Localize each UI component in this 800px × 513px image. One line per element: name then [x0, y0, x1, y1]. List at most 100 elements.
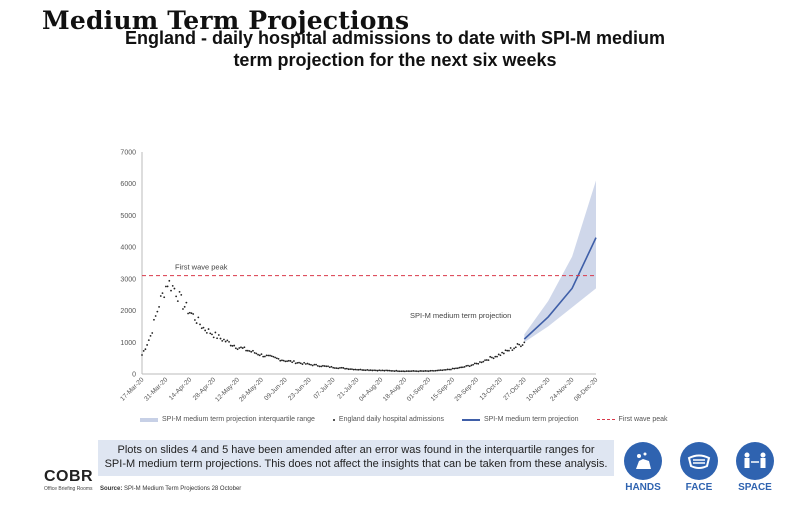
admission-point: [330, 365, 333, 368]
chart-title-line-2: term projection for the next six weeks: [233, 50, 557, 70]
admission-point: [444, 368, 447, 371]
legend-swatch-dash: [596, 419, 615, 420]
y-tick-label: 7000: [120, 150, 136, 157]
admission-point: [207, 328, 210, 330]
admission-point: [436, 369, 439, 372]
admission-point: [291, 361, 294, 364]
admission-point: [477, 362, 480, 365]
badge-face-label: FACE: [685, 482, 713, 493]
admission-point: [156, 310, 159, 313]
admission-point: [151, 332, 154, 334]
admission-point: [159, 295, 162, 297]
x-tick-label: 09-Jun-20: [263, 376, 289, 402]
admission-point: [473, 362, 476, 365]
admission-point: [361, 369, 364, 371]
admission-point: [166, 285, 169, 288]
admission-point: [484, 359, 486, 362]
page-title: Medium Term Projections: [42, 6, 410, 35]
admission-point: [231, 345, 234, 347]
admission-point: [508, 349, 510, 352]
x-tick-label: 12-May-20: [214, 376, 241, 403]
x-tick-label: 17-Mar-20: [119, 376, 145, 402]
admission-point: [202, 326, 205, 329]
admission-point: [260, 353, 263, 356]
legend-label-iqr: SPI-M medium term projection interquarti…: [162, 416, 315, 423]
admission-point: [263, 355, 266, 358]
legend-item-iqr: SPI-M medium term projection interquarti…: [140, 416, 315, 423]
admission-point: [224, 340, 227, 343]
admission-point: [241, 347, 244, 349]
admission-point: [497, 353, 500, 356]
admission-point: [386, 369, 389, 372]
admission-point: [211, 333, 213, 336]
admission-point: [395, 369, 398, 372]
admission-point: [518, 343, 521, 346]
legend-swatch-dot: [332, 418, 335, 421]
admission-point: [426, 370, 428, 372]
admission-point: [332, 366, 335, 369]
admission-point: [429, 369, 432, 372]
x-tick-label: 15-Sep-20: [430, 376, 457, 403]
admission-point: [441, 369, 444, 372]
admission-point: [243, 346, 246, 349]
admission-point: [141, 354, 143, 356]
admission-point: [327, 365, 329, 368]
admission-point: [204, 329, 207, 332]
admission-point: [523, 341, 526, 344]
admission-point: [407, 370, 410, 373]
admission-point: [234, 347, 237, 350]
admission-point: [374, 369, 377, 372]
admission-point: [269, 354, 271, 357]
source-citation: Source: SPI-M Medium Term Projections 28…: [100, 486, 241, 492]
hands-wash-icon: [624, 442, 662, 480]
admission-point: [323, 365, 326, 367]
admission-point: [182, 308, 184, 310]
admission-point: [158, 306, 160, 308]
admission-point: [205, 331, 208, 334]
admission-point: [164, 285, 167, 288]
projection-annotation: SPI-M medium term projection: [410, 311, 511, 320]
admission-point: [299, 362, 302, 365]
admission-point: [178, 290, 181, 293]
y-tick-label: 6000: [120, 181, 136, 188]
x-tick-label: 18-Aug-20: [382, 376, 409, 403]
admission-point: [490, 356, 493, 359]
admission-point: [405, 370, 408, 372]
admission-point: [265, 354, 268, 357]
chart-legend: SPI-M medium term projection interquarti…: [140, 416, 668, 423]
admission-point: [303, 361, 306, 364]
legend-item-admissions: England daily hospital admissions: [332, 416, 444, 423]
admission-point: [240, 346, 242, 349]
admission-point: [190, 312, 193, 315]
admission-point: [221, 340, 224, 342]
admission-point: [154, 315, 157, 317]
admission-point: [368, 369, 370, 372]
admission-point: [470, 364, 473, 367]
admission-point: [161, 292, 164, 295]
projection-iqr-band: [524, 180, 596, 343]
admission-point: [393, 370, 396, 373]
admission-point: [168, 279, 171, 282]
admission-point: [325, 365, 328, 368]
badge-hands: HANDS: [620, 442, 666, 493]
admission-point: [458, 366, 461, 369]
admission-point: [200, 327, 203, 330]
legend-swatch-band: [140, 417, 158, 422]
admission-point: [176, 300, 179, 303]
admission-point: [373, 369, 376, 372]
admission-point: [434, 369, 437, 372]
y-tick-label: 2000: [120, 308, 136, 315]
admission-point: [245, 349, 248, 352]
admission-point: [402, 370, 405, 373]
admission-point: [226, 339, 229, 342]
admission-point: [349, 368, 352, 371]
admission-point: [352, 368, 355, 371]
source-label: Source:: [100, 486, 123, 492]
legend-item-peak: First wave peak: [596, 416, 668, 423]
admission-point: [313, 363, 316, 366]
admission-point: [357, 368, 360, 371]
legend-item-projection: SPI-M medium term projection: [461, 416, 579, 423]
admission-point: [451, 367, 454, 370]
admission-point: [175, 295, 178, 298]
projection-line: [523, 237, 597, 340]
